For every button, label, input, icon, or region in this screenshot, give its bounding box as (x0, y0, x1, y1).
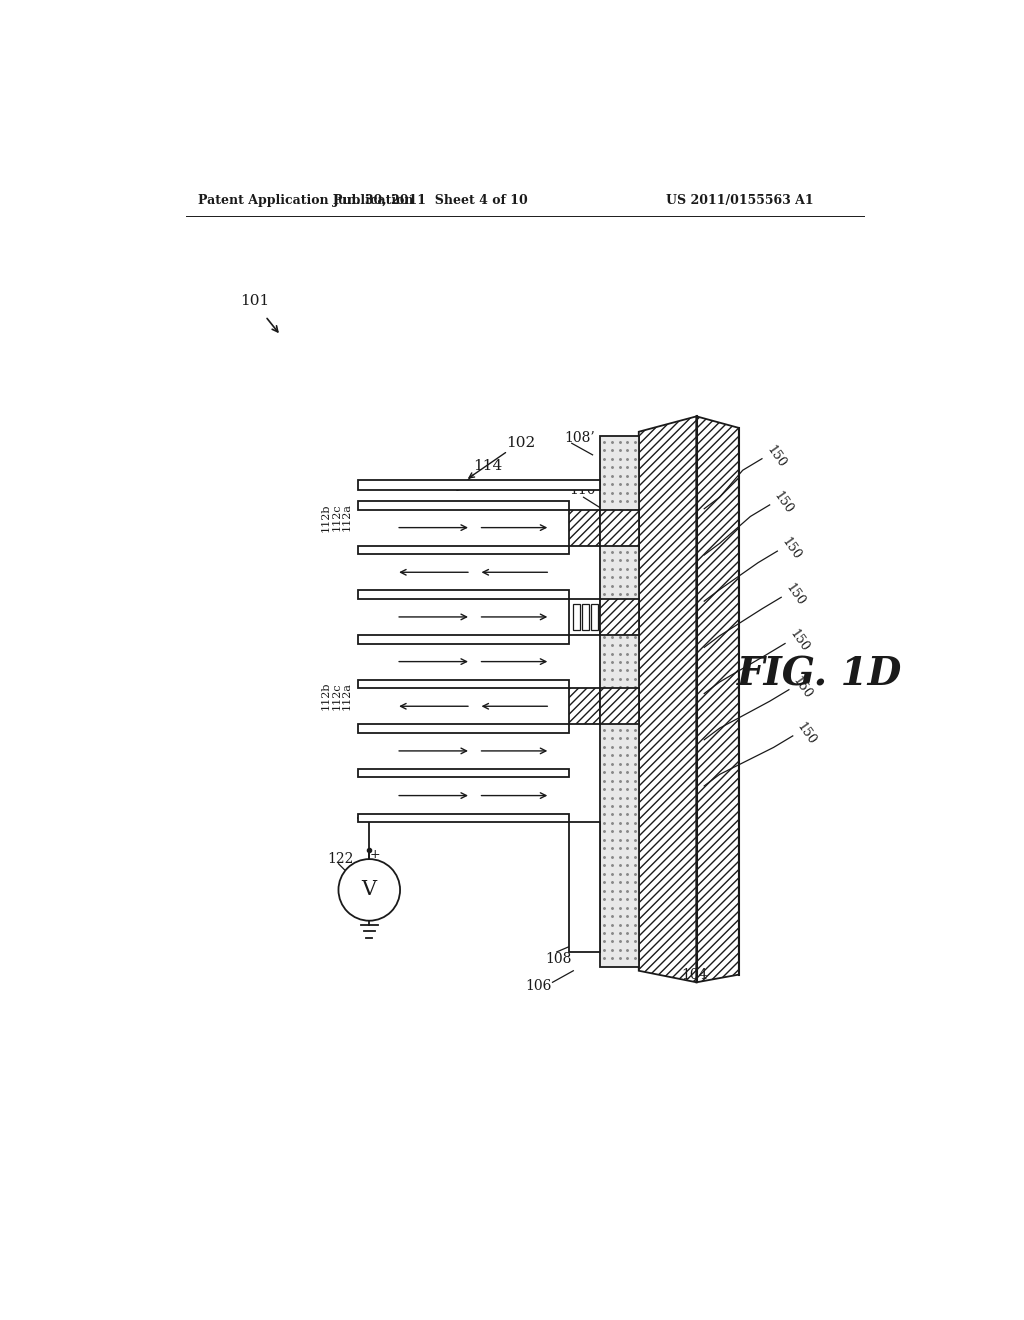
Text: 150: 150 (791, 675, 815, 701)
Polygon shape (696, 416, 739, 982)
Text: 102: 102 (506, 437, 536, 450)
Bar (357, 590, 569, 599)
Text: FIG. 1D: FIG. 1D (737, 655, 902, 693)
Bar (357, 813, 569, 822)
Text: US 2011/0155563 A1: US 2011/0155563 A1 (666, 194, 813, 207)
Text: 101: 101 (240, 294, 269, 308)
Text: 150: 150 (771, 490, 796, 516)
Text: 122: 122 (328, 853, 354, 866)
Bar (357, 635, 569, 644)
Bar (569, 510, 600, 545)
Text: 112a: 112a (341, 503, 351, 532)
Bar (600, 510, 639, 545)
Bar (573, 605, 581, 630)
Text: Jun. 30, 2011  Sheet 4 of 10: Jun. 30, 2011 Sheet 4 of 10 (333, 194, 528, 207)
Text: 150: 150 (786, 628, 811, 655)
Bar (591, 605, 598, 630)
Text: 108’: 108’ (564, 430, 595, 445)
Bar (357, 680, 569, 688)
Text: 112c: 112c (331, 503, 341, 531)
Text: 114: 114 (473, 459, 503, 474)
Text: 150: 150 (764, 444, 787, 470)
Text: 108: 108 (545, 952, 571, 966)
Bar (357, 770, 569, 777)
Bar (357, 545, 569, 554)
Text: 112b: 112b (322, 503, 331, 532)
Text: Patent Application Publication: Patent Application Publication (199, 194, 414, 207)
Bar (600, 688, 639, 725)
Text: 112a: 112a (341, 682, 351, 710)
Polygon shape (600, 436, 639, 966)
Text: 110: 110 (569, 483, 596, 496)
Bar (569, 688, 600, 725)
Polygon shape (639, 416, 696, 982)
Text: 106: 106 (525, 979, 552, 993)
Bar (357, 480, 600, 490)
Text: V: V (361, 880, 377, 899)
Text: 150: 150 (782, 582, 807, 609)
Bar (569, 822, 600, 952)
Text: 150: 150 (779, 536, 803, 562)
Text: 150: 150 (795, 721, 818, 747)
Text: 112c: 112c (331, 682, 341, 710)
Bar (569, 599, 600, 635)
Bar (582, 605, 589, 630)
Bar (600, 599, 639, 635)
Text: 104: 104 (681, 968, 708, 982)
Bar (357, 725, 569, 733)
Text: 112b: 112b (322, 682, 331, 710)
Bar (357, 502, 569, 510)
Text: +: + (370, 847, 381, 861)
